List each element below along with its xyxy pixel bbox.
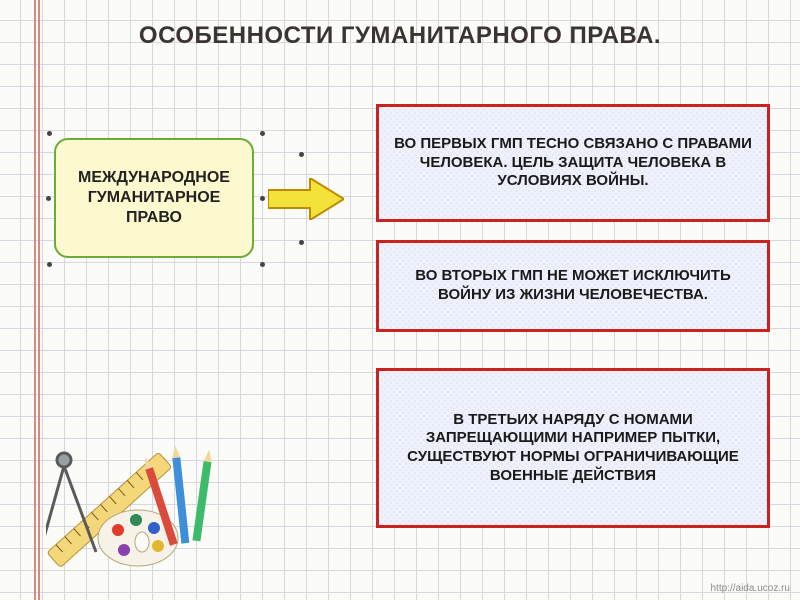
dot-icon [260, 196, 265, 201]
page-title: ОСОБЕННОСТИ ГУМАНИТАРНОГО ПРАВА. [0, 22, 800, 51]
arrow-shape [268, 178, 344, 220]
dot-icon [299, 152, 304, 157]
dot-icon [260, 262, 265, 267]
feature-box-1: ВО ПЕРВЫХ ГМП ТЕСНО СВЯЗАНО С ПРАВАМИ ЧЕ… [376, 104, 770, 222]
source-box: МЕЖДУНАРОДНОЕ ГУМАНИТАРНОЕ ПРАВО [54, 138, 254, 258]
source-box-text: МЕЖДУНАРОДНОЕ ГУМАНИТАРНОЕ ПРАВО [70, 168, 238, 228]
feature-box-2: ВО ВТОРЫХ ГМП НЕ МОЖЕТ ИСКЛЮЧИТЬ ВОЙНУ И… [376, 240, 770, 332]
feature-text: ВО ПЕРВЫХ ГМП ТЕСНО СВЯЗАНО С ПРАВАМИ ЧЕ… [393, 135, 753, 191]
feature-text: В ТРЕТЬИХ НАРЯДУ С НОМАМИ ЗАПРЕЩАЮЩИМИ Н… [393, 411, 753, 486]
arrow-icon [268, 178, 344, 220]
feature-text: ВО ВТОРЫХ ГМП НЕ МОЖЕТ ИСКЛЮЧИТЬ ВОЙНУ И… [393, 267, 753, 305]
dot-icon [299, 240, 304, 245]
dot-icon [46, 196, 51, 201]
dot-icon [47, 131, 52, 136]
dot-icon [47, 262, 52, 267]
dot-icon [260, 131, 265, 136]
feature-box-3: В ТРЕТЬИХ НАРЯДУ С НОМАМИ ЗАПРЕЩАЮЩИМИ Н… [376, 368, 770, 528]
margin-rule [34, 0, 36, 600]
watermark: http://aida.ucoz.ru [711, 583, 791, 594]
